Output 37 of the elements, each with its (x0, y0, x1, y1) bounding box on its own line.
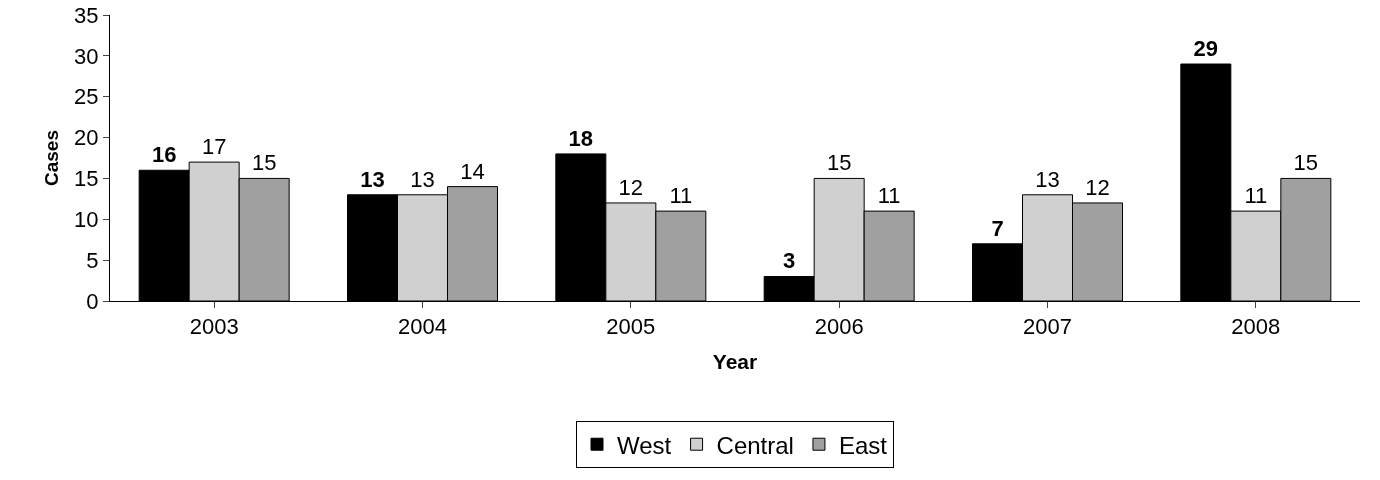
data-label: 15 (826, 150, 852, 176)
y-tick-label: 15 (74, 166, 99, 192)
data-label: 18 (568, 125, 594, 151)
y-tick-label: 5 (86, 247, 99, 273)
data-label: 15 (251, 150, 277, 176)
legend-label: Central (716, 431, 794, 459)
data-label: 29 (1193, 36, 1219, 62)
y-tick-label: 0 (86, 288, 99, 314)
data-label: 13 (1035, 166, 1060, 192)
legend-label: East (838, 431, 888, 459)
data-label: 13 (410, 166, 435, 192)
data-label: 17 (201, 134, 227, 160)
x-tick-label: 2007 (1023, 314, 1072, 340)
data-label: 11 (1244, 183, 1268, 209)
data-label: 14 (460, 158, 485, 184)
y-tick-label: 35 (74, 2, 99, 28)
y-axis-title: Cases (40, 130, 62, 186)
x-tick-label: 2005 (606, 314, 656, 340)
data-label: 11 (669, 183, 693, 209)
data-label: 15 (1293, 150, 1319, 176)
x-tick-label: 2003 (189, 314, 239, 340)
data-label: 11 (877, 183, 901, 209)
y-tick-label: 10 (74, 206, 99, 232)
legend-label: West (617, 431, 672, 459)
y-tick-label: 25 (74, 84, 99, 110)
data-label: 12 (618, 174, 644, 200)
x-tick-label: 2004 (398, 314, 447, 340)
y-tick-label: 30 (74, 43, 99, 69)
data-label: 3 (783, 248, 796, 274)
x-tick-label: 2008 (1231, 314, 1281, 340)
data-label: 7 (991, 215, 1004, 241)
x-axis-title: Year (712, 349, 758, 373)
x-tick-label: 2006 (814, 314, 864, 340)
data-label: 13 (360, 166, 385, 192)
data-label: 16 (151, 142, 177, 168)
y-tick-label: 20 (74, 125, 99, 151)
data-label: 12 (1085, 174, 1110, 200)
